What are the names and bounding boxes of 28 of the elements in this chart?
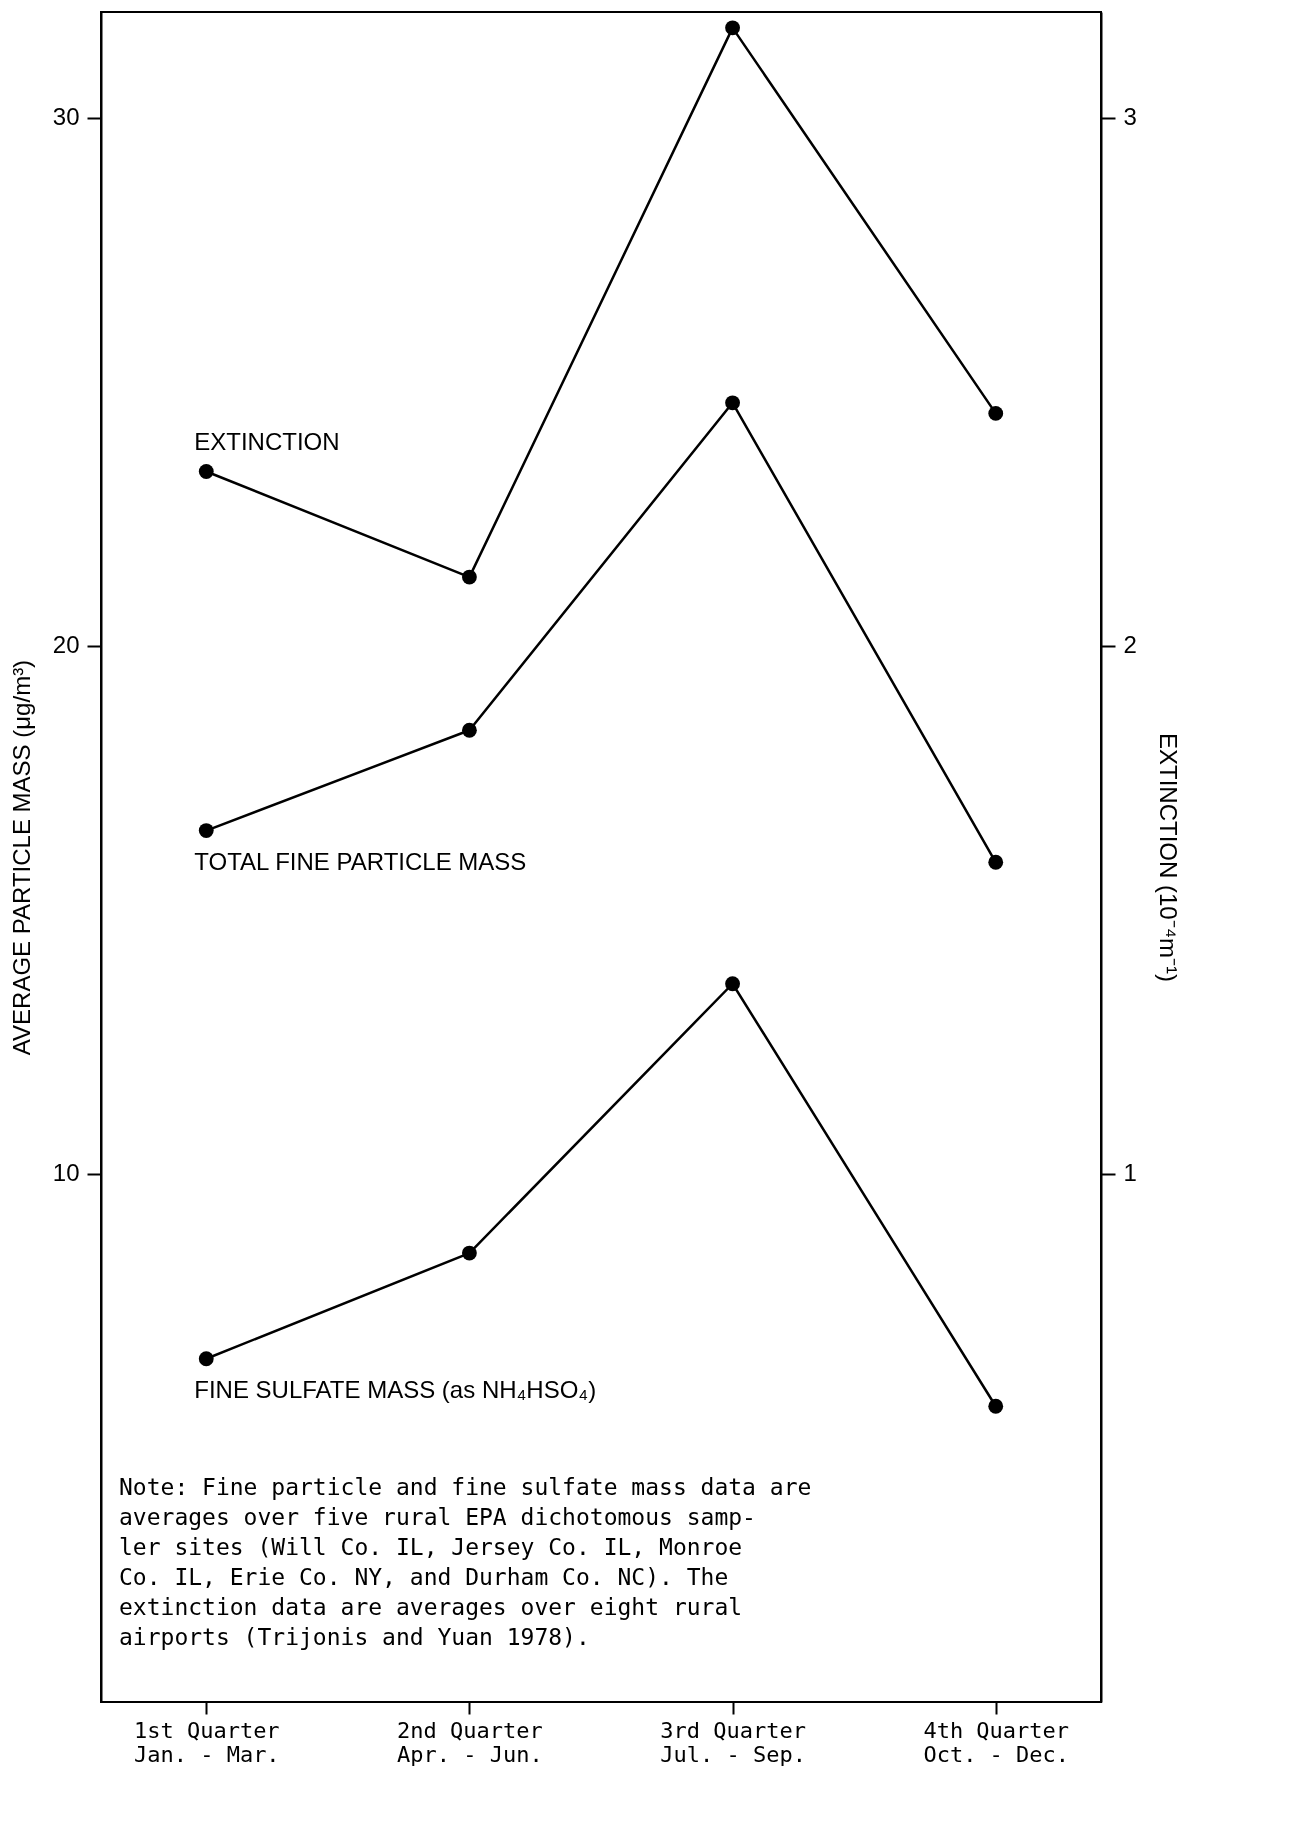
point [725, 395, 740, 411]
annotation: Note: Fine particle and fine sulfate mass data are averages over five rural EPA dichotomous samp- ler sites (Will Co. IL, Jersey Co. IL, Monroe Co. IL, Erie Co. NY, and Durham Co. NC). The extinction data are averages over eight rural airports (Trijonis and Yuan 1978). [119, 1474, 812, 1650]
point [462, 722, 477, 738]
point [988, 1398, 1004, 1414]
series-label: EXTINCTION [194, 428, 340, 456]
point [462, 1245, 477, 1261]
y-axis-title: AVERAGE PARTICLE MASS (μg/m³) [7, 659, 35, 1056]
x-tick-label: 4th Quarter Oct. - Dec. [923, 1717, 1070, 1767]
x-tick-label: 1st Quarter Jan. - Mar. [133, 1717, 280, 1767]
y2-axis-title: EXTINCTION (10⁻⁴m⁻¹) [1154, 733, 1182, 982]
y-tick-label: 10 [52, 1159, 80, 1187]
x-tick-label: 2nd Quarter Apr. - Jun. [397, 1717, 543, 1767]
y-tick-label: 20 [52, 631, 80, 659]
series-label: FINE SULFATE MASS (as NH₄HSO₄) [194, 1375, 597, 1403]
point [725, 20, 740, 36]
y-tick-label: 30 [52, 103, 80, 131]
point [988, 854, 1004, 870]
y2-tick-label: 3 [1123, 103, 1137, 131]
point [988, 405, 1004, 421]
point [462, 569, 477, 585]
point [198, 464, 214, 479]
point [198, 1351, 214, 1367]
y2-tick-label: 2 [1123, 631, 1137, 659]
point [198, 823, 214, 838]
x-tick-label: 3rd Quarter Jul. - Sep. [660, 1717, 806, 1767]
y2-tick-label: 1 [1123, 1159, 1137, 1187]
point [725, 976, 740, 992]
series-label: TOTAL FINE PARTICLE MASS [194, 847, 527, 875]
